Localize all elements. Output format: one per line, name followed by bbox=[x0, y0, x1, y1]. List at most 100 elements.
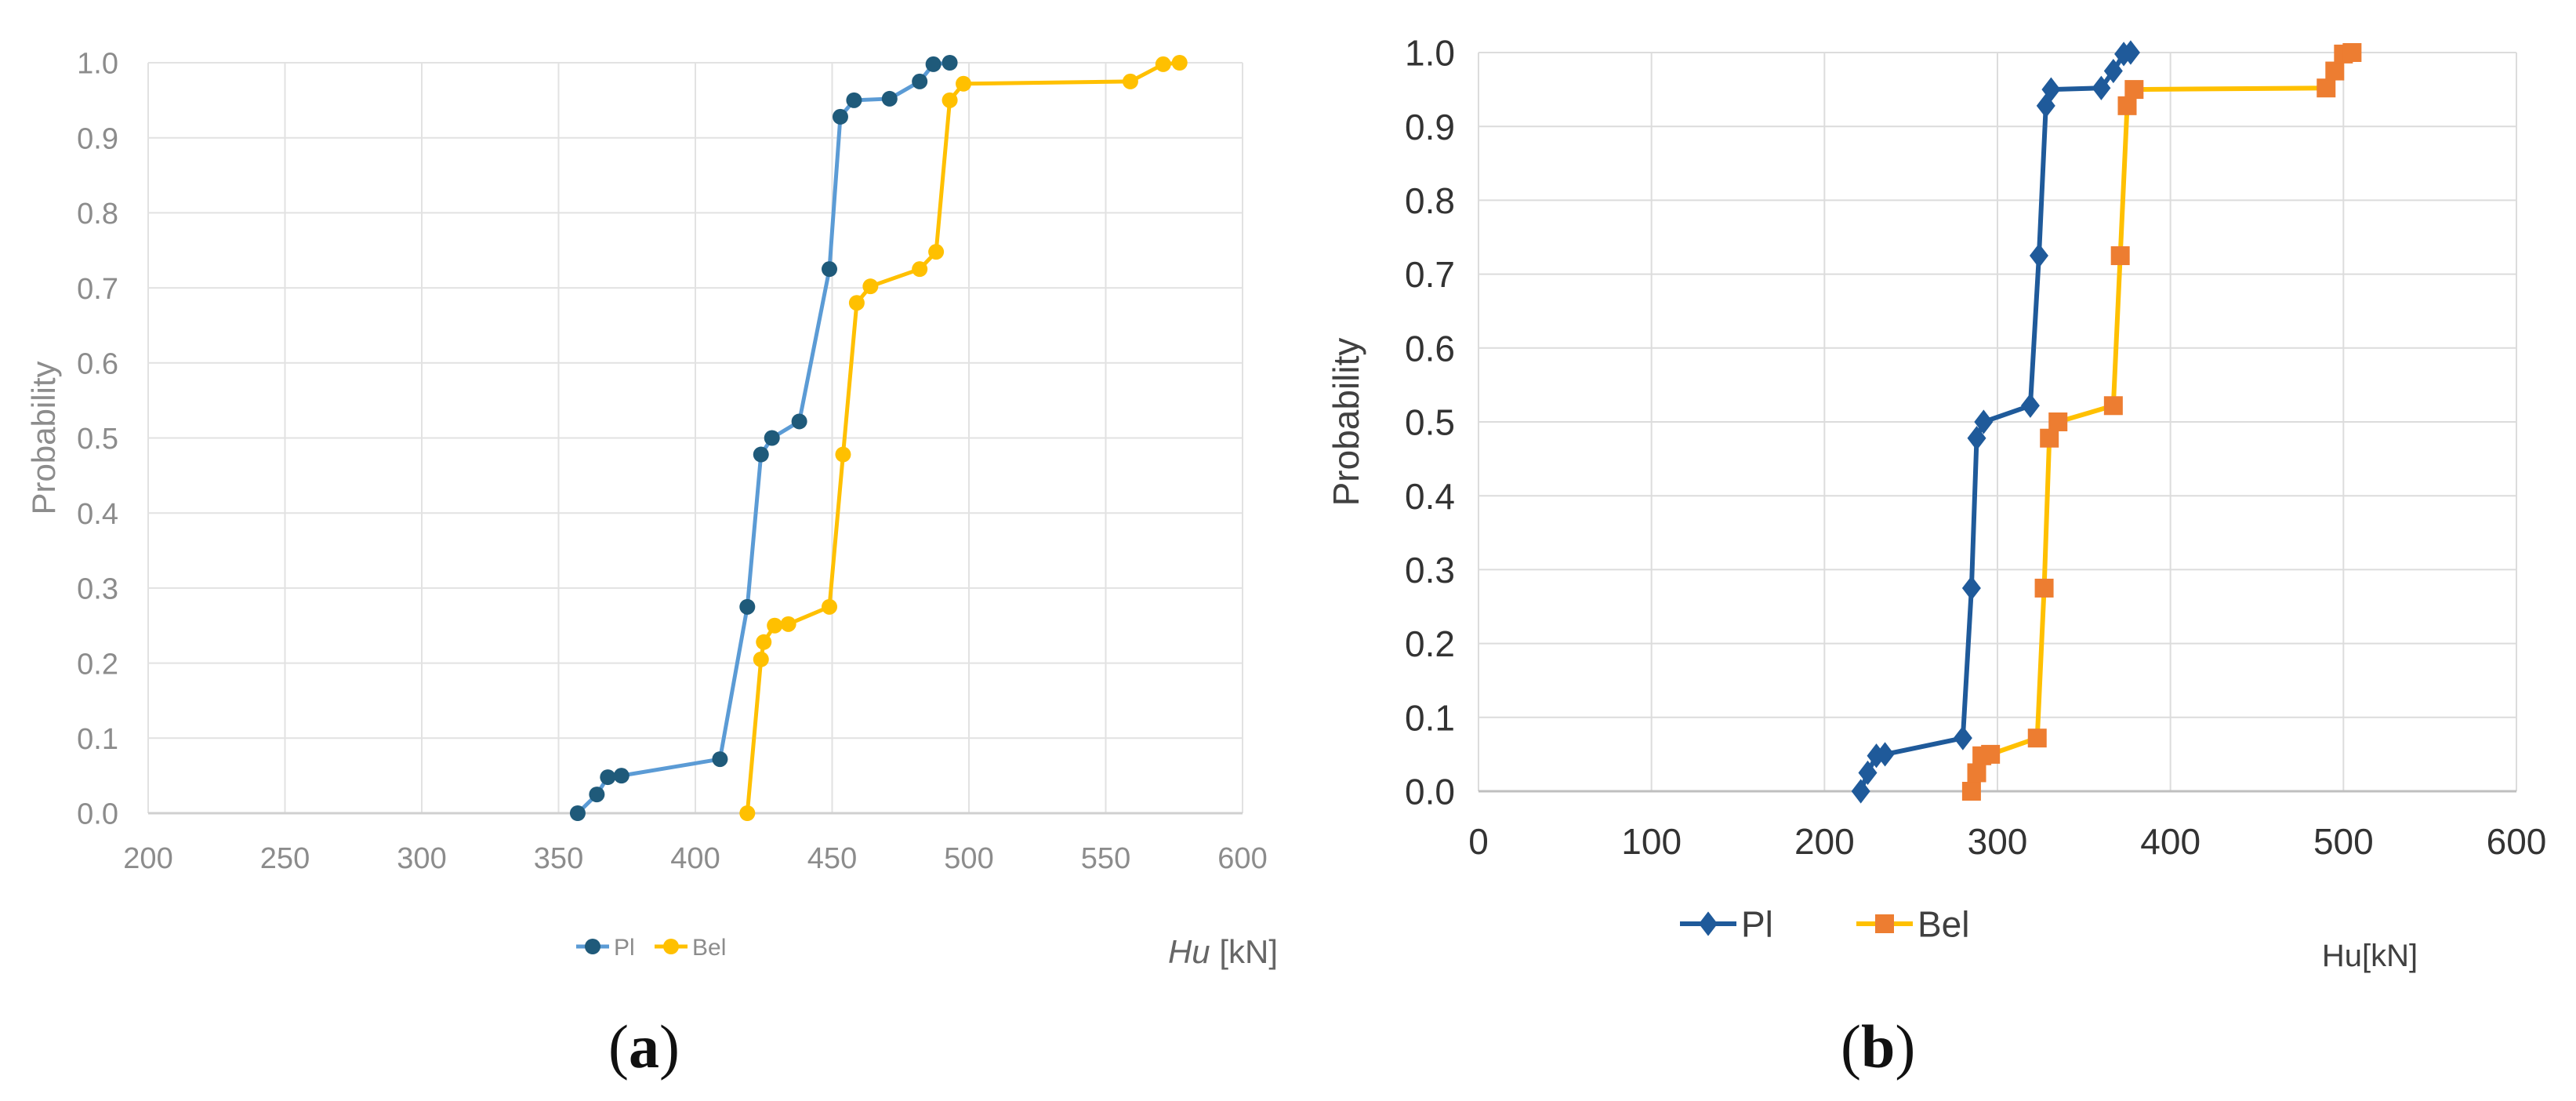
caption-b: (b) bbox=[1841, 1012, 1916, 1081]
legend-marker bbox=[1699, 911, 1718, 936]
x-tick-label: 250 bbox=[260, 842, 310, 875]
grid-lines bbox=[1478, 52, 2517, 792]
chart-panel-a: 200 250 300 350 400 450 500 550 600 0.0 0.1 0.2 0.3 0… bbox=[25, 48, 1278, 1081]
chart-b: 0 100 200 300 400 500 600 0.0 0.1 0.2 0.3 0.4 0.5 0.6… bbox=[1326, 33, 2547, 973]
legend-marker bbox=[663, 939, 679, 954]
data-point-bel bbox=[2103, 396, 2123, 416]
y-tick-label: 0.8 bbox=[77, 198, 118, 231]
data-point-pl bbox=[832, 108, 848, 125]
x-tick-label: 0 bbox=[1468, 821, 1489, 862]
data-point-pl bbox=[2041, 77, 2061, 102]
data-point-pl bbox=[822, 261, 838, 278]
data-point-bel bbox=[835, 446, 851, 463]
data-point-bel bbox=[2027, 729, 2047, 748]
x-tick-label: 500 bbox=[944, 842, 993, 875]
y-tick-label: 0.9 bbox=[77, 122, 118, 155]
x-axis-title-italic: Hu bbox=[1168, 933, 1210, 970]
data-point-bel bbox=[739, 805, 756, 821]
data-point-bel bbox=[1171, 55, 1188, 71]
data-point-pl bbox=[1851, 779, 1870, 804]
x-tick-label: 500 bbox=[2313, 821, 2374, 862]
data-point-bel bbox=[2034, 578, 2054, 598]
data-point-pl bbox=[846, 92, 862, 108]
y-tick-label: 0.1 bbox=[1405, 697, 1455, 738]
data-point-pl bbox=[1875, 742, 1895, 767]
legend: Pl Bel bbox=[576, 935, 726, 961]
y-tick-label: 0.4 bbox=[77, 498, 118, 531]
data-point-bel bbox=[928, 244, 945, 260]
x-tick-label: 100 bbox=[1621, 821, 1682, 862]
data-point-pl bbox=[1974, 409, 1994, 434]
data-point-bel bbox=[2325, 61, 2345, 81]
data-point-pl bbox=[613, 768, 629, 784]
chart-panel-b: 0 100 200 300 400 500 600 0.0 0.1 0.2 0.3 0.4 0.5 0.6… bbox=[1288, 0, 2576, 1101]
data-point-pl bbox=[925, 56, 942, 72]
data-point-bel bbox=[780, 616, 796, 632]
data-point-bel bbox=[956, 75, 972, 92]
data-point-pl bbox=[739, 598, 756, 615]
y-tick-label: 0.3 bbox=[77, 573, 118, 606]
data-point-pl bbox=[791, 413, 807, 430]
data-point-bel bbox=[2124, 80, 2144, 100]
x-tick-label: 200 bbox=[1794, 821, 1855, 862]
legend-item-bel: Bel bbox=[655, 935, 726, 961]
data-point-pl bbox=[2092, 75, 2111, 100]
data-point-bel bbox=[767, 617, 783, 634]
x-axis-title: Hu[kN] bbox=[2322, 939, 2418, 973]
data-point-bel bbox=[848, 295, 865, 311]
data-point-pl bbox=[1961, 576, 1981, 601]
chart-a: 200 250 300 350 400 450 500 550 600 0.0 0.1 0.2 0.3 0… bbox=[25, 48, 1278, 970]
data-point-bel bbox=[1122, 73, 1138, 89]
y-tick-label: 0.1 bbox=[77, 723, 118, 756]
y-tick-label: 0.3 bbox=[1405, 550, 1455, 590]
data-point-bel bbox=[1155, 56, 1171, 72]
legend-marker bbox=[585, 939, 600, 954]
x-tick-label: 300 bbox=[397, 842, 446, 875]
x-tick-label: 350 bbox=[534, 842, 583, 875]
y-tick-label: 0.4 bbox=[1405, 476, 1455, 517]
series-bel bbox=[739, 55, 1188, 821]
x-tick-label: 400 bbox=[670, 842, 720, 875]
data-point-pl bbox=[600, 769, 616, 786]
data-point-pl bbox=[569, 805, 586, 821]
series-pl bbox=[1851, 40, 2140, 804]
x-tick-label: 600 bbox=[1217, 842, 1267, 875]
grid-lines bbox=[147, 62, 1243, 814]
data-point-pl bbox=[2020, 393, 2040, 418]
y-tick-label: 0.2 bbox=[77, 648, 118, 681]
data-point-pl bbox=[2103, 58, 2123, 84]
y-tick-label: 0.7 bbox=[77, 273, 118, 306]
x-tick-label: 450 bbox=[807, 842, 857, 875]
y-tick-label: 0.6 bbox=[77, 347, 118, 380]
data-point-bel bbox=[1961, 782, 1981, 801]
data-point-pl bbox=[1953, 725, 1972, 750]
legend: Pl Bel bbox=[1680, 904, 1969, 945]
x-tick-label: 200 bbox=[123, 842, 172, 875]
data-point-pl bbox=[1858, 760, 1878, 786]
y-tick-label: 0.5 bbox=[1405, 402, 1455, 443]
data-point-bel bbox=[2342, 43, 2362, 62]
data-point-bel bbox=[912, 261, 928, 278]
data-point-bel bbox=[942, 92, 958, 108]
y-tick-label: 0.9 bbox=[1405, 107, 1455, 147]
y-tick-label: 0.2 bbox=[1405, 623, 1455, 664]
series-bel bbox=[1961, 43, 2362, 801]
legend-item-bel: Bel bbox=[1856, 904, 1969, 945]
y-tick-label: 0.7 bbox=[1405, 254, 1455, 295]
caption-a: (a) bbox=[608, 1012, 680, 1081]
legend-label: Bel bbox=[692, 935, 726, 961]
legend-item-pl: Pl bbox=[576, 935, 635, 961]
data-point-pl bbox=[1967, 426, 1986, 451]
legend-label: Pl bbox=[1741, 904, 1773, 945]
data-point-bel bbox=[753, 651, 769, 667]
data-point-pl bbox=[942, 55, 958, 71]
data-point-pl bbox=[589, 787, 605, 803]
data-point-bel bbox=[2317, 78, 2336, 98]
x-tick-label: 400 bbox=[2140, 821, 2200, 862]
y-tick-label: 0.6 bbox=[1405, 328, 1455, 369]
x-axis-title: Hu [kN] bbox=[1168, 933, 1278, 970]
data-point-bel bbox=[1967, 763, 1986, 783]
x-tick-label: 600 bbox=[2487, 821, 2547, 862]
data-point-bel bbox=[2040, 428, 2059, 448]
x-tick-label: 550 bbox=[1081, 842, 1130, 875]
